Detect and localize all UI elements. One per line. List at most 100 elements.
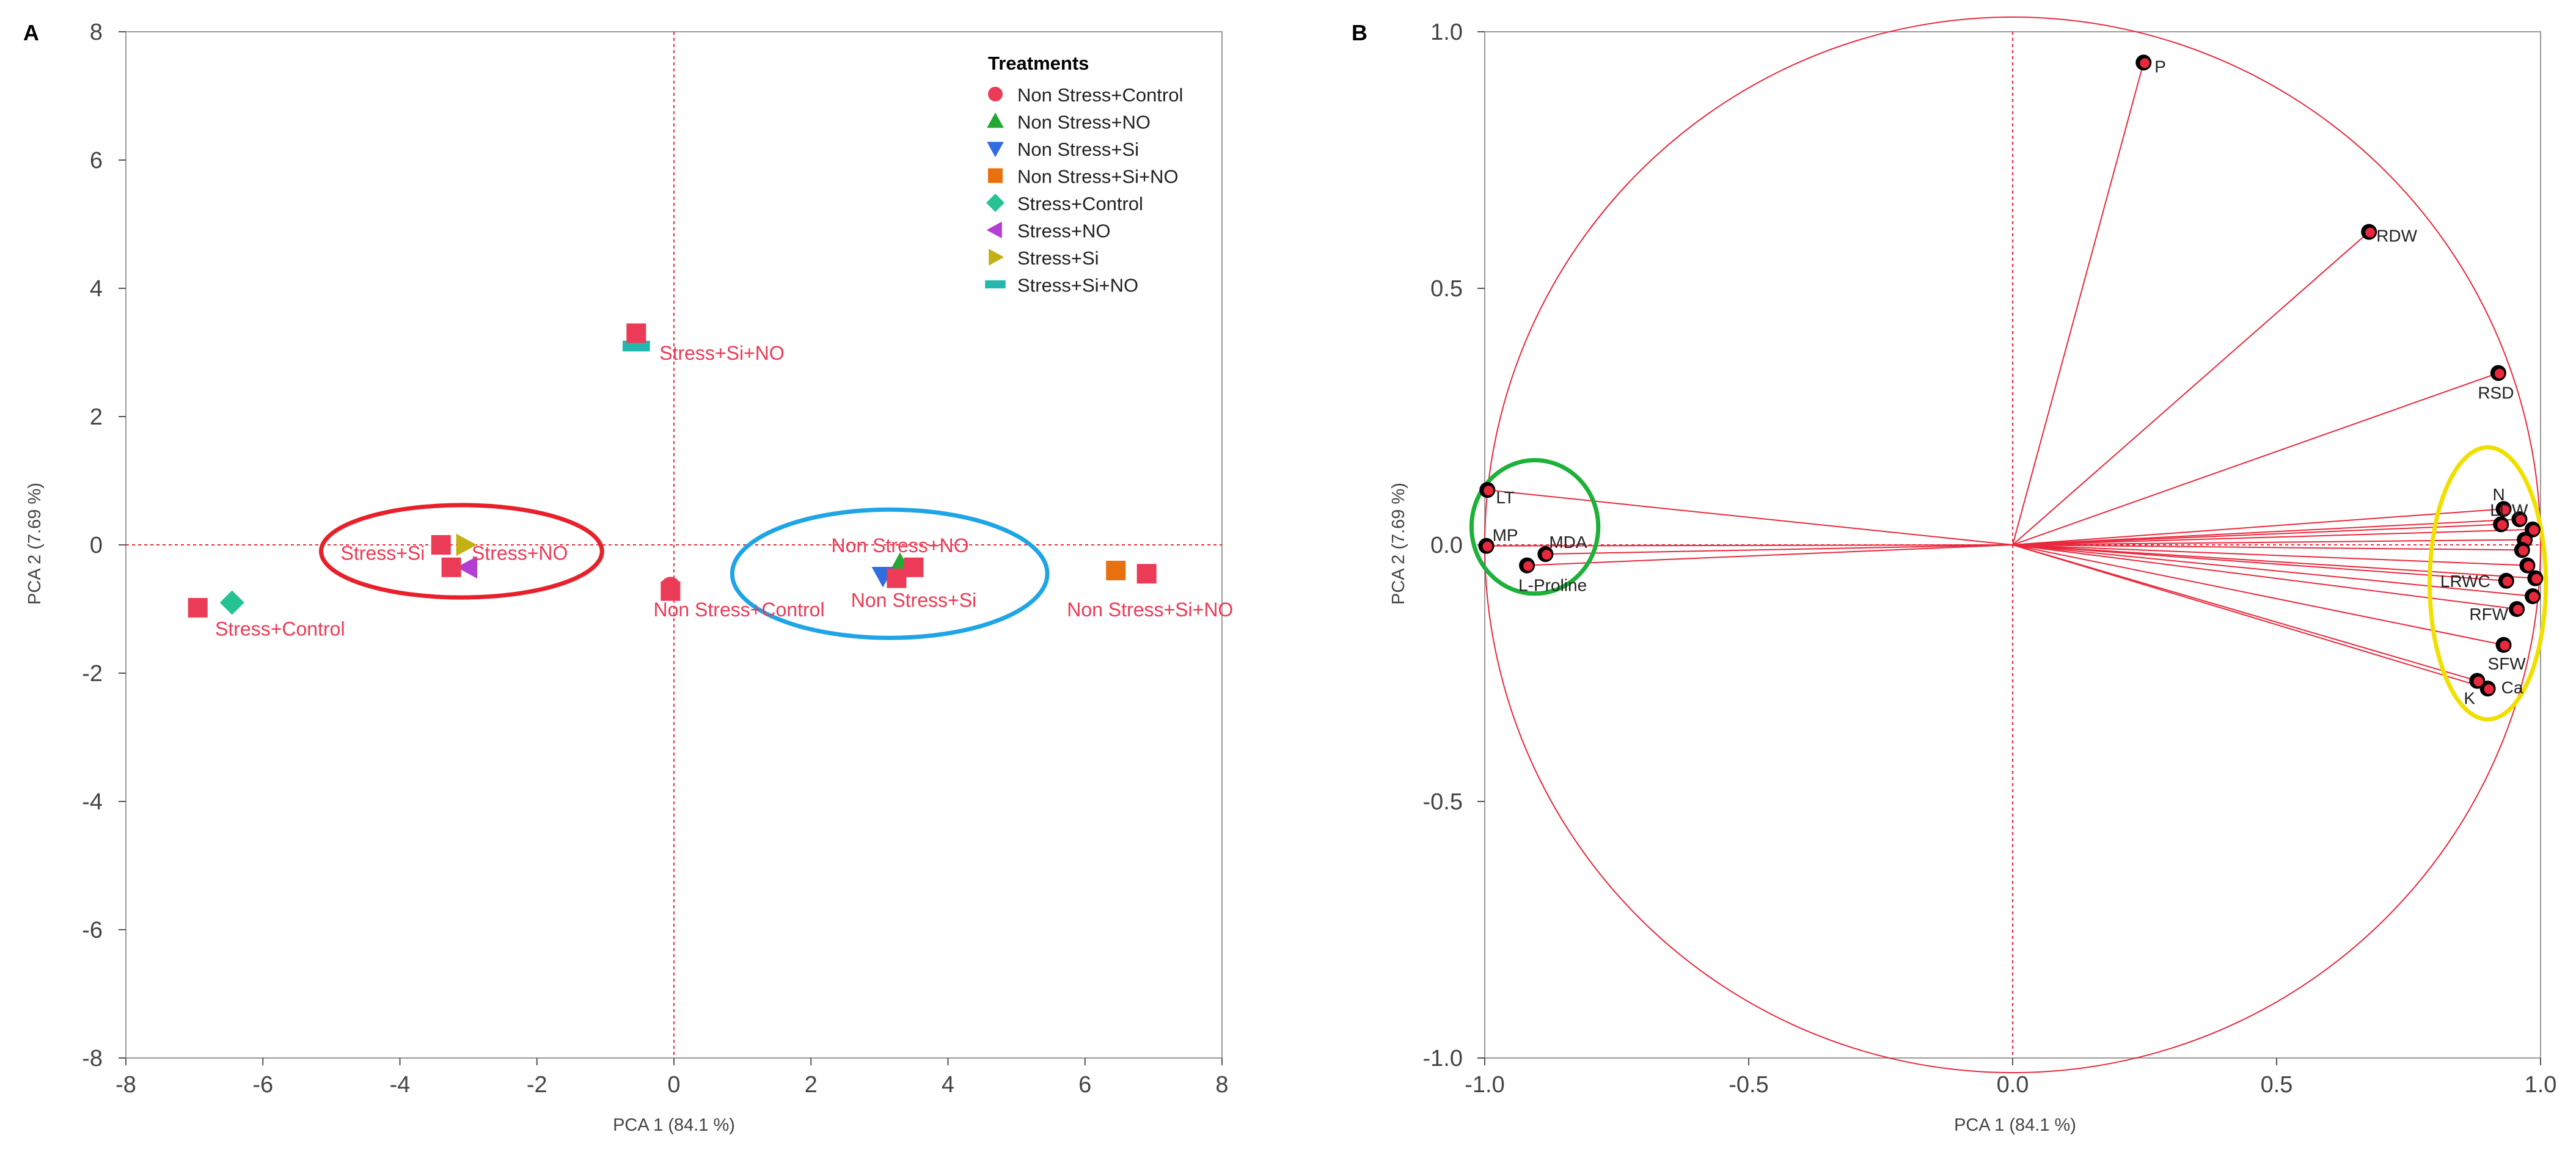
loading-vector bbox=[2012, 539, 2525, 545]
score-point-label: Non Stress+Si+NO bbox=[1067, 599, 1233, 621]
x-tick-label: 4 bbox=[942, 1072, 954, 1098]
legend-marker bbox=[985, 280, 1006, 289]
y-tick-label: -0.5 bbox=[1423, 789, 1463, 815]
x-tick-label: 6 bbox=[1078, 1072, 1091, 1098]
loading-point-core bbox=[2494, 368, 2505, 379]
loading-vector bbox=[2012, 62, 2145, 545]
loading-label: RSD bbox=[2478, 384, 2514, 403]
loading-label: Ca bbox=[2501, 678, 2523, 697]
legend: Treatments Non Stress+Control Non Stress+… bbox=[985, 53, 1183, 296]
x-tick-label: 2 bbox=[805, 1072, 818, 1098]
loading-point-core bbox=[1523, 561, 1534, 571]
loading-point-core bbox=[2523, 561, 2534, 571]
score-point bbox=[456, 556, 478, 579]
loading-vectors bbox=[1486, 62, 2536, 690]
loading-point-core bbox=[2513, 605, 2523, 615]
y-tick-label: -4 bbox=[82, 789, 103, 815]
panel-b: B 1.0 0.5 0.0 -0.5 -1.0 -1.0 -0.5 0.0 0.5 1.0 P R… bbox=[1352, 16, 2556, 1135]
legend-entry-label: Stress+Si+NO bbox=[1017, 275, 1138, 296]
loading-label: LT bbox=[1496, 488, 1515, 507]
loading-point-core bbox=[2500, 505, 2510, 515]
loading-vector bbox=[2012, 544, 2488, 690]
legend-entry-label: Non Stress+NO bbox=[1017, 112, 1151, 133]
score-point-label: Non Stress+Control bbox=[653, 599, 824, 621]
score-point bbox=[431, 535, 451, 555]
legend-marker bbox=[986, 194, 1004, 212]
y-tick-label: 4 bbox=[90, 276, 103, 302]
legend-marker bbox=[988, 87, 1003, 101]
x-axis-label-a: PCA 1 (84.1 %) bbox=[613, 1115, 735, 1135]
score-point bbox=[441, 557, 461, 577]
legend-marker bbox=[986, 221, 1002, 239]
x-tick-label: 0.0 bbox=[1997, 1072, 2029, 1098]
score-point bbox=[660, 581, 681, 601]
score-point bbox=[904, 557, 924, 577]
loading-point-core bbox=[1484, 486, 1494, 496]
score-point-label: Stress+NO bbox=[472, 542, 568, 564]
loading-vector bbox=[1527, 544, 2013, 566]
loading-vector bbox=[2012, 528, 2533, 545]
loading-vector bbox=[1545, 544, 2013, 555]
loading-point-core bbox=[2473, 676, 2484, 687]
loading-vector bbox=[2012, 544, 2533, 597]
y-tick-label: 6 bbox=[90, 148, 103, 173]
score-point bbox=[1136, 564, 1157, 584]
loading-vector bbox=[2012, 544, 2528, 566]
y-axis-ticks-b: 1.0 0.5 0.0 -0.5 -1.0 bbox=[1423, 20, 1485, 1071]
loading-points bbox=[1478, 54, 2544, 697]
score-point-label: Stress+Si+NO bbox=[659, 342, 785, 364]
x-tick-label: -4 bbox=[390, 1072, 411, 1098]
loading-vector bbox=[2012, 544, 2522, 551]
score-point bbox=[219, 590, 244, 615]
y-tick-label: -8 bbox=[82, 1046, 103, 1071]
legend-marker bbox=[987, 142, 1004, 158]
loading-label: K bbox=[2464, 689, 2475, 708]
x-axis-ticks-b: -1.0 -0.5 0.0 0.5 1.0 bbox=[1465, 1058, 2556, 1098]
loading-label: RDW bbox=[2376, 227, 2417, 246]
legend-entry-label: Non Stress+Control bbox=[1017, 84, 1183, 106]
panel-a: A 8 6 4 2 0 -2 -4 -6 -8 -8 -6 -4 -2 0 2 4 6 8 Non Stress… bbox=[23, 20, 1233, 1135]
loading-vector bbox=[2012, 544, 2517, 610]
y-tick-label: 0 bbox=[90, 533, 103, 558]
loading-label: P bbox=[2154, 57, 2166, 76]
loading-label: MDA bbox=[1549, 533, 1587, 552]
legend-entry-label: Stress+NO bbox=[1017, 221, 1110, 242]
score-point-labels: Non Stress+Control Non Stress+NO Non Stres… bbox=[215, 342, 1233, 640]
panel-a-letter: A bbox=[23, 20, 39, 45]
loading-vector bbox=[2012, 523, 2501, 545]
x-tick-label: -1.0 bbox=[1465, 1072, 1504, 1098]
loading-vector bbox=[2012, 544, 2504, 646]
loading-label: LRWC bbox=[2440, 572, 2490, 591]
loading-vector bbox=[2012, 508, 2504, 545]
x-axis-label-b: PCA 1 (84.1 %) bbox=[1954, 1115, 2076, 1135]
loading-point-core bbox=[2529, 525, 2539, 535]
score-point bbox=[887, 568, 907, 588]
loading-point-core bbox=[1482, 541, 1493, 552]
score-point-label: Stress+Si bbox=[341, 542, 425, 564]
negative-loading-group bbox=[1469, 458, 1601, 596]
y-axis-label-a: PCA 2 (7.69 %) bbox=[25, 483, 45, 605]
loading-point-core bbox=[2500, 640, 2510, 651]
y-tick-label: 8 bbox=[90, 20, 103, 45]
loading-point-core bbox=[2365, 227, 2376, 238]
loading-vector bbox=[2012, 544, 2506, 582]
loading-point-core bbox=[2502, 576, 2512, 586]
loading-point-core bbox=[2516, 515, 2526, 525]
legend-title: Treatments bbox=[988, 53, 1089, 74]
loading-vector bbox=[2012, 372, 2499, 545]
x-tick-label: -8 bbox=[115, 1072, 136, 1098]
loading-point-core bbox=[2140, 58, 2150, 68]
loading-point-core bbox=[2518, 545, 2528, 556]
legend-entry-label: Stress+Control bbox=[1017, 193, 1143, 214]
loading-vector bbox=[1487, 489, 2013, 545]
y-tick-label: -2 bbox=[82, 661, 103, 687]
x-tick-label: -2 bbox=[527, 1072, 547, 1098]
loading-point-core bbox=[2529, 592, 2539, 602]
y-tick-label: 0.5 bbox=[1430, 276, 1463, 302]
y-axis-label-b: PCA 2 (7.69 %) bbox=[1389, 483, 1408, 605]
x-tick-label: 8 bbox=[1215, 1072, 1228, 1098]
y-axis-ticks-a: 8 6 4 2 0 -2 -4 -6 -8 bbox=[82, 20, 126, 1071]
loading-label: L-Proline bbox=[1518, 576, 1587, 595]
score-point bbox=[1106, 561, 1126, 580]
x-axis-ticks-a: -8 -6 -4 -2 0 2 4 6 8 bbox=[115, 1058, 1229, 1098]
